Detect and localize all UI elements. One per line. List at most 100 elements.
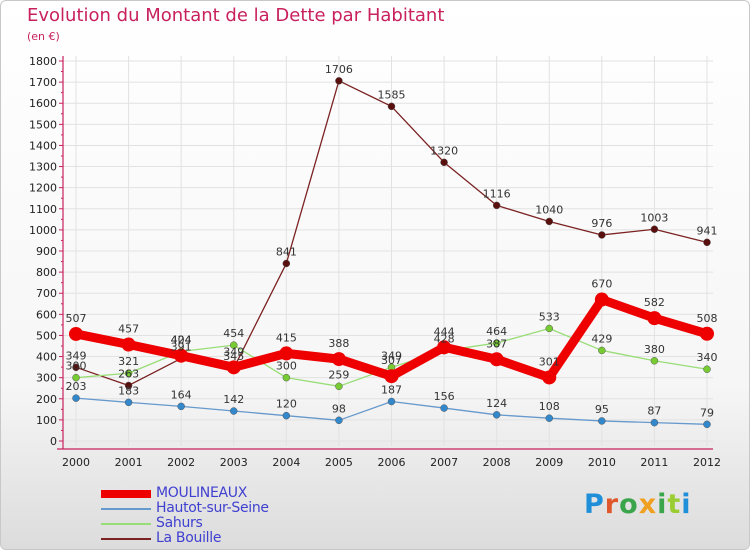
data-label: 457 xyxy=(118,323,139,336)
data-point xyxy=(282,259,291,268)
data-label: 183 xyxy=(118,384,139,397)
data-label: 98 xyxy=(332,402,346,415)
y-tick-label: 500 xyxy=(36,329,57,342)
x-tick-label: 2000 xyxy=(62,456,90,469)
legend-swatch xyxy=(101,508,151,510)
x-tick-label: 2005 xyxy=(325,456,353,469)
x-tick-label: 2009 xyxy=(535,456,563,469)
y-tick-label: 1400 xyxy=(29,139,57,152)
data-point xyxy=(282,373,291,382)
data-label: 404 xyxy=(171,334,192,347)
legend-swatch xyxy=(101,538,151,540)
data-label: 301 xyxy=(539,355,560,368)
data-label: 507 xyxy=(66,312,87,325)
data-label: 349 xyxy=(223,345,244,358)
x-tick-label: 2004 xyxy=(272,456,300,469)
data-label: 582 xyxy=(644,296,665,309)
data-label: 108 xyxy=(539,400,560,413)
data-point xyxy=(492,411,501,419)
legend-item: La Bouille xyxy=(101,530,401,546)
data-point xyxy=(335,77,343,85)
legend-label: MOULINEAUX xyxy=(156,485,248,501)
data-point xyxy=(598,346,606,355)
data-point xyxy=(700,326,714,341)
legend-item: Hautot-sur-Seine xyxy=(101,500,401,516)
data-label: 345 xyxy=(223,350,244,363)
data-label: 349 xyxy=(381,349,402,362)
data-point xyxy=(489,352,504,367)
data-point xyxy=(335,416,343,425)
data-point xyxy=(279,346,294,361)
legend-label: Hautot-sur-Seine xyxy=(156,500,269,516)
data-label: 203 xyxy=(66,380,87,393)
labels-sahurs: 300 321 424 454 300 259 349 428 464 533 429 380 340 xyxy=(66,310,718,381)
data-label: 533 xyxy=(539,310,560,323)
x-tick-label: 2007 xyxy=(430,456,458,469)
data-point xyxy=(69,326,83,341)
data-label: 79 xyxy=(700,406,714,419)
y-tick-label: 900 xyxy=(36,245,57,258)
data-point xyxy=(124,381,133,390)
data-point xyxy=(335,382,343,391)
labels-moulineaux: 507 457 404 349 415 388 307 444 387 301 670 582 508 xyxy=(66,278,718,369)
data-label: 87 xyxy=(647,405,661,418)
x-tick-label: 2003 xyxy=(220,456,248,469)
chart-title: Evolution du Montant de la Dette par Hab… xyxy=(27,5,445,26)
data-point xyxy=(650,418,659,427)
data-label: 464 xyxy=(486,325,507,338)
data-point xyxy=(384,369,399,384)
data-label: 1116 xyxy=(483,187,511,200)
y-tick-label: 1000 xyxy=(29,224,57,237)
data-label: 415 xyxy=(276,331,297,344)
data-label: 1320 xyxy=(430,144,458,157)
data-point xyxy=(387,102,396,111)
x-tick-label: 2006 xyxy=(378,456,406,469)
data-point xyxy=(124,398,133,407)
y-tick-label: 1500 xyxy=(29,118,57,131)
y-tick-label: 1700 xyxy=(29,76,57,89)
data-point xyxy=(174,348,189,363)
series-layer: 507 457 404 349 415 388 307 444 387 301 670 582 508 2… xyxy=(66,63,718,429)
data-label: 321 xyxy=(118,355,139,368)
data-point xyxy=(72,363,80,372)
data-label: 263 xyxy=(118,367,139,380)
data-label: 120 xyxy=(276,398,297,411)
data-point xyxy=(177,402,185,411)
data-label: 300 xyxy=(276,360,297,373)
data-point xyxy=(282,411,291,420)
data-label: 259 xyxy=(328,368,349,381)
data-point xyxy=(440,404,448,412)
data-point xyxy=(72,373,80,382)
data-label: 941 xyxy=(697,224,718,237)
data-label: 1040 xyxy=(535,203,563,216)
labels-la-bouille: 349 263 391 345 841 1706 1585 1320 1116 1040 976 10… xyxy=(66,63,718,381)
data-label: 142 xyxy=(223,393,244,406)
data-label: 841 xyxy=(276,245,297,258)
data-label: 429 xyxy=(591,332,612,345)
data-point xyxy=(650,225,659,234)
data-label: 380 xyxy=(644,343,665,356)
data-point xyxy=(542,370,557,385)
data-point xyxy=(545,217,553,226)
legend-item: Sahurs xyxy=(101,515,401,531)
legend-label: Sahurs xyxy=(156,515,203,531)
data-label: 1706 xyxy=(325,63,353,76)
data-point xyxy=(72,394,80,402)
data-point xyxy=(594,292,609,307)
data-label: 391 xyxy=(171,340,192,353)
y-tick-label: 200 xyxy=(36,393,57,406)
data-label: 307 xyxy=(381,354,402,367)
data-point xyxy=(121,337,136,352)
legend-swatch xyxy=(101,523,151,525)
data-label: 424 xyxy=(171,333,192,346)
data-label: 95 xyxy=(595,403,609,416)
data-point xyxy=(331,352,346,367)
unit-label: (en €) xyxy=(27,30,60,43)
data-point xyxy=(226,360,241,375)
data-point xyxy=(440,158,448,167)
legend-swatch xyxy=(101,490,151,498)
data-point xyxy=(124,369,133,377)
data-label: 670 xyxy=(591,278,612,291)
legend-item: MOULINEAUX xyxy=(101,485,401,501)
